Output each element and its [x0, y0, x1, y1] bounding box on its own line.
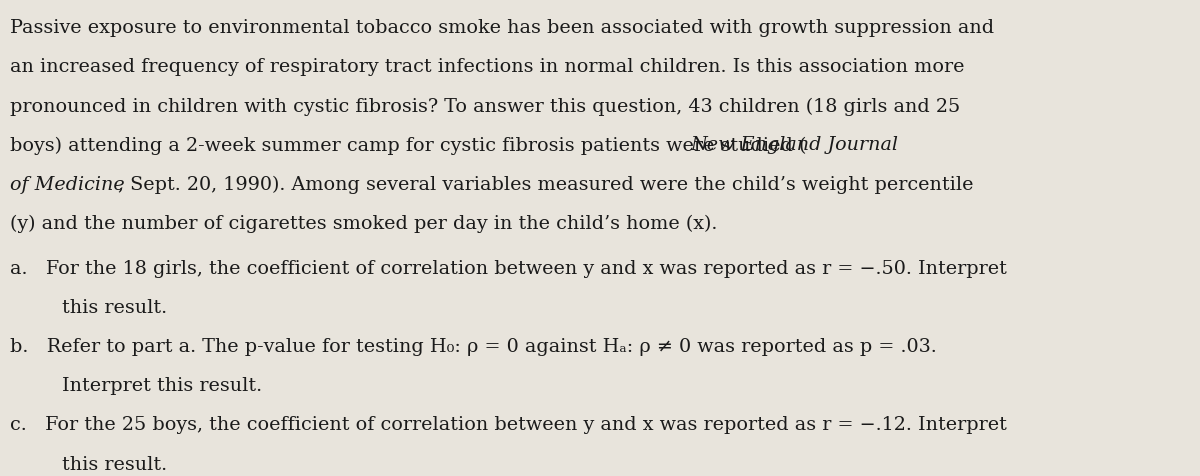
Text: , Sept. 20, 1990). Among several variables measured were the child’s weight perc: , Sept. 20, 1990). Among several variabl…	[118, 175, 973, 193]
Text: b.   Refer to part a. The p-value for testing H₀: ρ = 0 against Hₐ: ρ ≠ 0 was re: b. Refer to part a. The p-value for test…	[10, 337, 936, 356]
Text: an increased frequency of respiratory tract infections in normal children. Is th: an increased frequency of respiratory tr…	[10, 58, 964, 76]
Text: Interpret this result.: Interpret this result.	[62, 377, 263, 395]
Text: this result.: this result.	[62, 455, 168, 473]
Text: c.   For the 25 boys, the coefficient of correlation between y and x was reporte: c. For the 25 boys, the coefficient of c…	[10, 416, 1007, 434]
Text: New England Journal: New England Journal	[691, 136, 899, 154]
Text: this result.: this result.	[62, 298, 168, 317]
Text: boys) attending a 2-week summer camp for cystic fibrosis patients were studied (: boys) attending a 2-week summer camp for…	[10, 136, 806, 154]
Text: a.   For the 18 girls, the coefficient of correlation between y and x was report: a. For the 18 girls, the coefficient of …	[10, 259, 1007, 278]
Text: pronounced in children with cystic fibrosis? To answer this question, 43 childre: pronounced in children with cystic fibro…	[10, 97, 960, 115]
Text: Passive exposure to environmental tobacco smoke has been associated with growth : Passive exposure to environmental tobacc…	[10, 19, 994, 37]
Text: of Medicine: of Medicine	[10, 175, 125, 193]
Text: (y) and the number of cigarettes smoked per day in the child’s home (x).: (y) and the number of cigarettes smoked …	[10, 214, 716, 232]
